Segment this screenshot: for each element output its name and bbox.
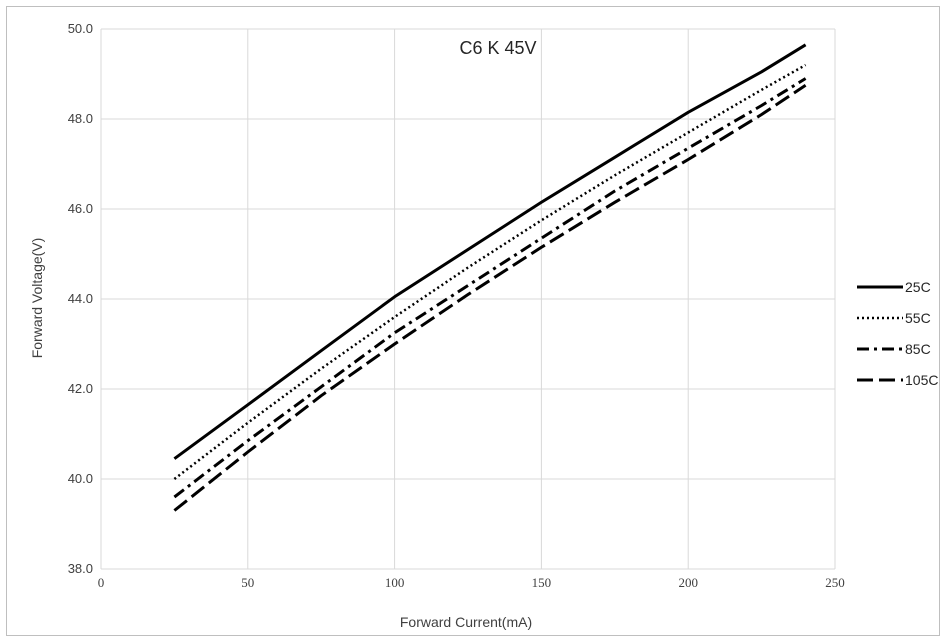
- y-tick-label: 38.0: [68, 561, 93, 576]
- legend: 25C 55C 85C 105C: [857, 279, 938, 388]
- tick-labels: 38.0 40.0 42.0 44.0 46.0 48.0 50.0 0 50 100 150 200…: [68, 21, 845, 590]
- legend-label: 25C: [905, 279, 931, 295]
- y-tick-label: 46.0: [68, 201, 93, 216]
- legend-label: 105C: [905, 372, 938, 388]
- series-line-25c: [173, 43, 807, 460]
- series-layer: [173, 43, 807, 512]
- series-line-105c: [173, 84, 807, 512]
- y-tick-label: 40.0: [68, 471, 93, 486]
- x-tick-label: 100: [385, 575, 405, 590]
- y-tick-label: 42.0: [68, 381, 93, 396]
- x-tick-label: 50: [241, 575, 254, 590]
- y-tick-label: 50.0: [68, 21, 93, 36]
- x-tick-label: 0: [98, 575, 105, 590]
- x-tick-label: 200: [678, 575, 698, 590]
- y-axis-title: Forward Voltage(V): [29, 238, 45, 359]
- y-tick-label: 44.0: [68, 291, 93, 306]
- x-tick-label: 150: [532, 575, 552, 590]
- legend-label: 85C: [905, 341, 931, 357]
- series-line-55c: [173, 63, 807, 480]
- series-line-85c: [173, 77, 807, 499]
- grid-layer: [100, 28, 836, 570]
- x-tick-label: 250: [825, 575, 845, 590]
- legend-label: 55C: [905, 310, 931, 326]
- x-axis-title: Forward Current(mA): [400, 614, 532, 630]
- chart-title: C6 K 45V: [459, 38, 536, 58]
- chart-frame: [6, 6, 940, 636]
- y-tick-label: 48.0: [68, 111, 93, 126]
